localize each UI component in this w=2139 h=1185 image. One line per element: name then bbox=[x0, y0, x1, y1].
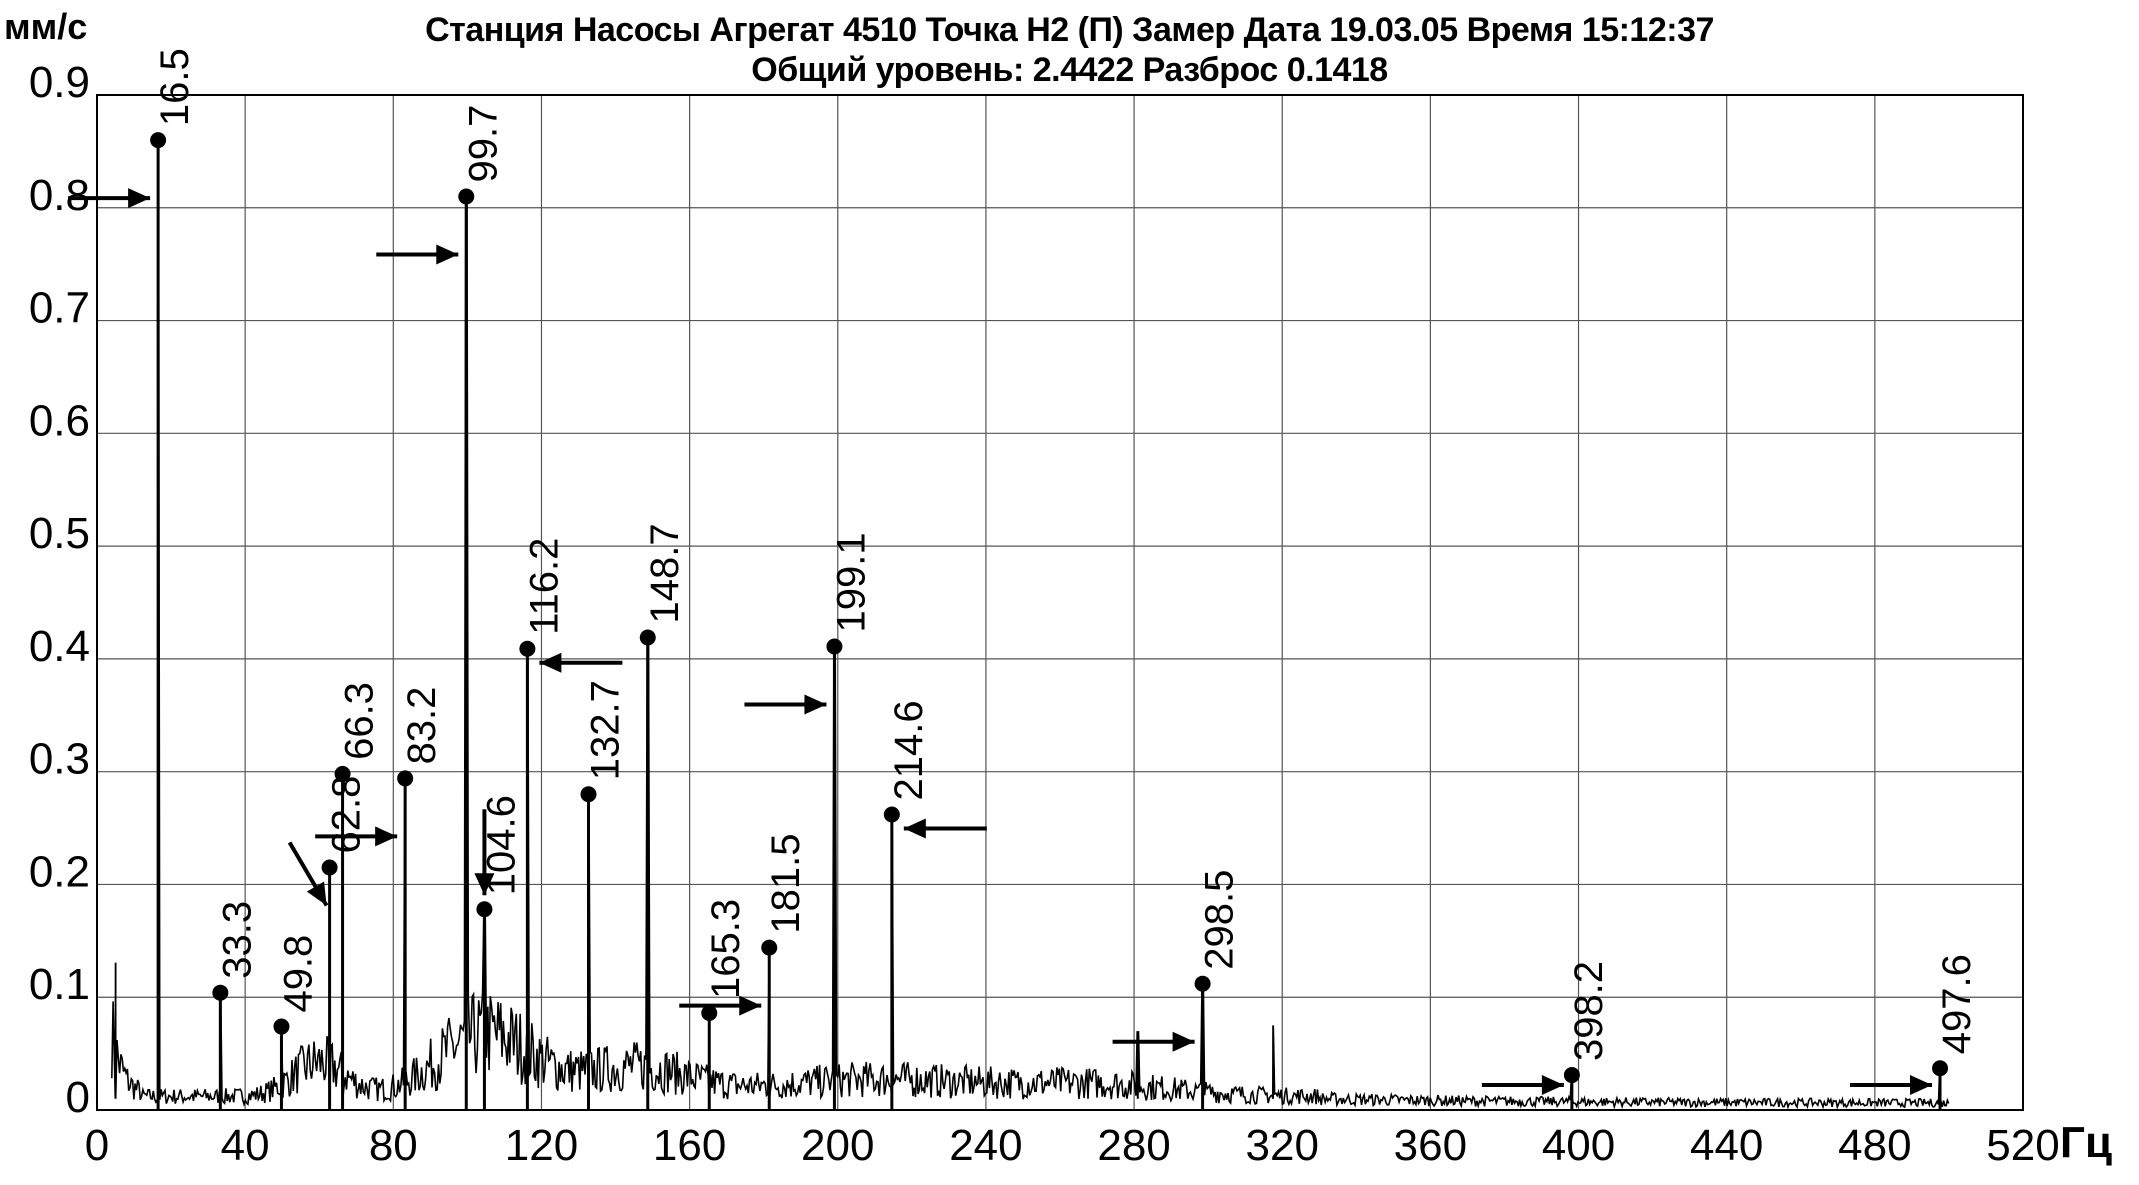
x-tick-label: 80 bbox=[369, 1121, 418, 1170]
y-tick-label: 0.1 bbox=[29, 960, 90, 1009]
peak-dot bbox=[334, 765, 351, 782]
y-tick-label: 0.3 bbox=[29, 735, 90, 784]
x-tick-label: 160 bbox=[653, 1121, 726, 1170]
grid bbox=[96, 94, 2024, 1111]
y-tick-label: 0 bbox=[66, 1073, 90, 1122]
y-tick-label: 0.5 bbox=[29, 509, 90, 558]
peak-dot bbox=[639, 629, 656, 646]
peak-label: 214.6 bbox=[887, 700, 931, 800]
x-tick-label: 520 bbox=[1986, 1121, 2059, 1170]
y-tick-label: 0.8 bbox=[29, 171, 90, 220]
peak-label: 181.5 bbox=[764, 833, 808, 933]
peak-dot bbox=[519, 640, 536, 657]
y-tick-label: 0.6 bbox=[29, 396, 90, 445]
peak-dot bbox=[212, 984, 229, 1001]
peak-label: 16.5 bbox=[153, 48, 197, 126]
peak-label: 497.6 bbox=[1935, 954, 1979, 1054]
y-tick-label: 0.9 bbox=[29, 58, 90, 107]
peak-dot bbox=[883, 806, 900, 823]
x-tick-label: 280 bbox=[1097, 1121, 1170, 1170]
peak-label: 165.3 bbox=[704, 899, 748, 999]
peak-dot bbox=[701, 1005, 718, 1022]
peak-label: 33.3 bbox=[215, 901, 259, 979]
spectrum-series bbox=[111, 140, 1950, 1110]
arrow-head bbox=[539, 652, 562, 673]
y-tick-label: 0.7 bbox=[29, 284, 90, 333]
x-tick-label: 40 bbox=[221, 1121, 270, 1170]
y-axis-unit-label: мм/с bbox=[4, 6, 88, 47]
chart-title: Станция Насосы Агрегат 4510 Точка Н2 (П)… bbox=[425, 11, 1714, 49]
peak-dot bbox=[397, 770, 414, 787]
peak-label: 99.7 bbox=[461, 105, 505, 183]
peak-label: 298.5 bbox=[1198, 870, 1242, 970]
x-tick-label: 480 bbox=[1838, 1121, 1911, 1170]
x-tick-label: 440 bbox=[1690, 1121, 1763, 1170]
arrow-head bbox=[1172, 1031, 1195, 1052]
peak-dot bbox=[273, 1018, 290, 1035]
tick-labels: 0 40 80 120 160 200 240 280 320 360 400 440 480 520 0 0… bbox=[29, 58, 2060, 1170]
peak-label: 62.8 bbox=[325, 776, 369, 854]
arrow-head bbox=[306, 881, 327, 906]
x-axis-unit-label: Гц bbox=[2060, 1118, 2112, 1167]
peak-dot bbox=[1563, 1067, 1580, 1084]
arrow-head bbox=[474, 873, 495, 896]
arrow-head bbox=[1910, 1075, 1933, 1095]
peak-label: 398.2 bbox=[1567, 961, 1611, 1061]
peak-markers: 16.533.3 49.862.866.3 83.299.7104.6116.213… bbox=[150, 48, 1979, 1110]
x-tick-label: 320 bbox=[1246, 1121, 1319, 1170]
arrow-head bbox=[1541, 1075, 1564, 1095]
x-tick-label: 400 bbox=[1542, 1121, 1615, 1170]
x-tick-label: 240 bbox=[949, 1121, 1022, 1170]
x-tick-label: 120 bbox=[505, 1121, 578, 1170]
peak-label: 116.2 bbox=[522, 538, 566, 635]
peak-dot bbox=[150, 132, 167, 149]
peak-dot bbox=[580, 786, 597, 803]
x-tick-label: 360 bbox=[1394, 1121, 1467, 1170]
arrow-head bbox=[739, 995, 762, 1016]
y-tick-label: 0.4 bbox=[29, 622, 90, 671]
peak-label: 66.3 bbox=[338, 682, 382, 760]
arrow-head bbox=[804, 694, 827, 715]
spectrum-line bbox=[111, 140, 1950, 1110]
plot-frame bbox=[96, 94, 2024, 1111]
peak-dot bbox=[458, 188, 475, 205]
peak-label: 83.2 bbox=[400, 687, 444, 765]
y-tick-label: 0.2 bbox=[29, 847, 90, 896]
peak-label: 199.1 bbox=[829, 532, 873, 632]
peak-label: 148.7 bbox=[643, 523, 687, 623]
peak-dot bbox=[476, 901, 493, 918]
peak-dot bbox=[826, 638, 843, 655]
peak-dot bbox=[321, 859, 338, 876]
x-tick-label: 200 bbox=[801, 1121, 874, 1170]
peak-arrows bbox=[68, 188, 1933, 1095]
arrow-head bbox=[436, 244, 459, 265]
peak-dot bbox=[1932, 1060, 1949, 1077]
peak-dot bbox=[761, 939, 778, 956]
x-tick-label: 0 bbox=[85, 1121, 109, 1170]
arrow-head bbox=[375, 826, 398, 847]
arrow-head bbox=[128, 188, 151, 209]
peak-label: 132.7 bbox=[584, 680, 628, 780]
peak-dot bbox=[1194, 975, 1211, 992]
arrow-head bbox=[903, 818, 926, 839]
chart-subtitle: Общий уровень: 2.4422 Разброс 0.1418 bbox=[751, 51, 1388, 89]
peak-label: 49.8 bbox=[276, 935, 320, 1013]
